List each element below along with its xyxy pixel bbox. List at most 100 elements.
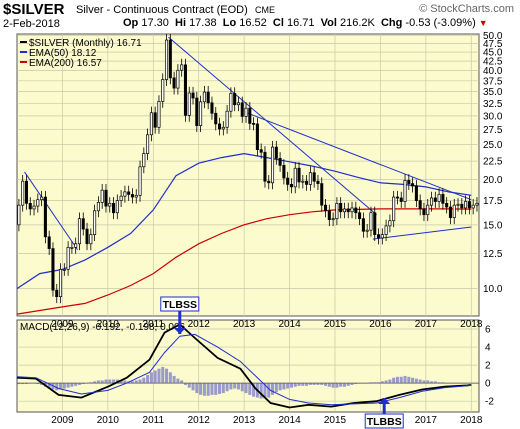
macd-histogram-bar <box>271 383 275 395</box>
candle <box>452 204 456 219</box>
candle <box>267 180 271 184</box>
candle <box>464 201 468 209</box>
macd-histogram-bar <box>312 383 316 385</box>
y-tick-label: 35.0 <box>483 87 503 98</box>
price-panel <box>16 33 480 317</box>
y-tick-label: 30.0 <box>483 111 503 122</box>
candle <box>448 206 452 219</box>
annotation-arrow-head <box>173 328 186 334</box>
chart-subtitle: Silver - Continuous Contract (EOD) <box>76 4 248 16</box>
candle <box>85 228 89 245</box>
candle <box>81 218 85 230</box>
candle <box>134 194 138 198</box>
candle <box>21 180 25 206</box>
candle <box>214 112 218 125</box>
macd-histogram-bar <box>308 383 312 385</box>
close-label: Cl <box>272 17 284 29</box>
y-tick-label: 37.5 <box>483 76 503 87</box>
macd-line <box>17 323 472 409</box>
macd-histogram-bar <box>66 383 70 388</box>
high-value: 17.38 <box>189 17 217 29</box>
candle <box>161 79 165 102</box>
high-label: Hi <box>175 17 186 29</box>
macd-histogram-bar <box>142 377 146 384</box>
y-tick-label: 0 <box>485 379 491 390</box>
x-tick-label: 2011 <box>143 415 165 426</box>
x-tick-label: 2018 <box>460 415 483 426</box>
candle <box>426 204 430 216</box>
macd-histogram-bar <box>112 379 116 384</box>
macd-histogram-bar <box>176 378 180 384</box>
macd-histogram-bar <box>89 382 93 384</box>
macd-histogram-bar <box>411 377 415 384</box>
quote-date: 2-Feb-2018 <box>3 18 60 30</box>
signal-line <box>17 333 472 406</box>
candle <box>36 199 40 207</box>
chart-symbol: $SILVER <box>3 1 65 18</box>
macd-histogram-bar <box>414 378 418 384</box>
macd-histogram-bar <box>187 383 191 388</box>
macd-histogram-bar <box>430 381 434 384</box>
candle <box>43 196 47 238</box>
y-tick-label: -2 <box>485 397 494 408</box>
candle <box>430 197 434 206</box>
macd-histogram-bar <box>286 383 290 389</box>
candle <box>433 197 437 202</box>
macd-histogram-bar <box>168 372 172 384</box>
macd-histogram-bar <box>244 383 248 394</box>
ema200-line <box>17 208 472 315</box>
trend-line <box>372 226 472 240</box>
ema50-line <box>17 152 472 290</box>
x-tick-label: 2018 <box>460 319 483 330</box>
vol-value: 216.2K <box>339 17 375 29</box>
macd-histogram-bar <box>74 383 78 386</box>
candle <box>395 196 399 199</box>
trend-line <box>168 36 377 216</box>
y-tick-label: 22.5 <box>483 157 503 168</box>
candle <box>316 180 320 184</box>
low-label: Lo <box>222 17 237 29</box>
candle <box>191 92 195 99</box>
y-tick-label: 10.0 <box>483 284 503 295</box>
candle <box>324 204 328 212</box>
candle <box>183 64 187 116</box>
macd-histogram-bar <box>104 379 108 384</box>
candle <box>282 164 286 179</box>
candle <box>480 203 482 208</box>
macd-histogram-bar <box>392 377 396 384</box>
macd-histogram-bar <box>62 383 66 389</box>
candle <box>96 202 100 212</box>
candle <box>32 205 36 210</box>
candle <box>187 92 191 116</box>
y-tick-label: 32.5 <box>483 99 503 110</box>
macd-histogram-bar <box>327 383 331 387</box>
candle <box>411 183 415 187</box>
candle <box>350 207 354 213</box>
candle <box>195 97 199 126</box>
macd-histogram-bar <box>274 383 278 393</box>
annotation-arrow-head <box>378 398 391 404</box>
candle <box>55 289 59 298</box>
candle <box>263 151 267 182</box>
chg-down-arrow-icon: ▼ <box>478 18 488 28</box>
candle <box>180 64 184 71</box>
macd-histogram-bar <box>210 383 214 395</box>
macd-histogram-bar <box>59 383 63 390</box>
x-tick-label: 2017 <box>415 415 438 426</box>
y-tick-label: 20.0 <box>483 175 503 186</box>
macd-histogram-bar <box>324 383 328 386</box>
macd-histogram-bar <box>441 382 445 384</box>
candle <box>172 77 176 89</box>
candle <box>369 212 373 231</box>
macd-histogram-bar <box>24 383 28 385</box>
macd-histogram-bar <box>153 370 157 384</box>
macd-histogram-bar <box>320 383 324 385</box>
candle <box>342 208 346 213</box>
candle <box>414 185 418 201</box>
macd-legend-label: MACD(12,26,9) -0.192, -0.198, 0.006 <box>20 322 186 333</box>
macd-histogram-bar <box>229 383 233 390</box>
macd-histogram-bar <box>202 383 206 396</box>
macd-histogram-bar <box>384 380 388 384</box>
candle <box>286 177 290 185</box>
macd-histogram-bar <box>157 368 161 384</box>
